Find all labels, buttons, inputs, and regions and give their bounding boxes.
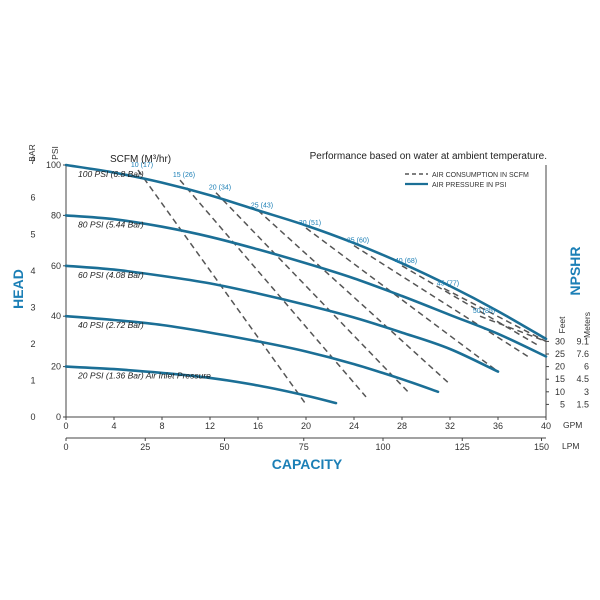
lpm-tick-label: 125 (455, 442, 470, 452)
pressure-curve-label: 20 PSI (1.36 Bar) Air Inlet Pressure (77, 371, 211, 381)
bar-tick-label: 3 (30, 302, 35, 312)
legend-label-air-pressure: AIR PRESSURE IN PSI (432, 182, 506, 189)
chart-title: Performance based on water at ambient te… (310, 151, 547, 162)
bar-unit-label: BAR (27, 144, 37, 161)
pressure-curve (64, 163, 548, 341)
gpm-tick-label: 36 (493, 421, 503, 431)
scfm-header: SCFM (M³/hr) (110, 154, 171, 165)
npshr-feet-tick-label: 25 (555, 349, 565, 359)
npshr-meters-label: Meters (582, 312, 592, 338)
bar-tick-label: 6 (30, 193, 35, 203)
pressure-curve-label: 40 PSI (2.72 Bar) (78, 320, 144, 330)
gpm-tick-label: 8 (159, 421, 164, 431)
npshr-feet-tick-label: 20 (555, 362, 565, 372)
psi-tick-label: 100 (46, 160, 61, 170)
air-consumption-label: 20 (34) (209, 185, 231, 192)
pressure-curve-label: 60 PSI (4.08 Bar) (78, 270, 144, 280)
air-consumption-line (305, 227, 499, 373)
lpm-tick-label: 25 (140, 442, 150, 452)
air-consumption-label: 10 (17) (131, 162, 153, 169)
pressure-curve (64, 264, 500, 373)
psi-unit-label: PSI (50, 146, 60, 160)
gpm-tick-label: 32 (445, 421, 455, 431)
lpm-tick-label: 50 (219, 442, 229, 452)
lpm-tick-label: 0 (63, 442, 68, 452)
air-consumption-line (353, 245, 529, 358)
pressure-curve (64, 214, 548, 358)
plot-frame (63, 164, 549, 441)
legend: AIR CONSUMPTION IN SCFM AIR PRESSURE IN … (405, 172, 529, 189)
bar-tick-label: 7 (30, 156, 35, 166)
bar-tick-label: 1 (30, 375, 35, 385)
lpm-tick-label: 100 (375, 442, 390, 452)
air-consumption-line (257, 209, 451, 385)
npshr-meters-tick-label: 9.1 (576, 336, 589, 346)
lpm-tick-label: 75 (299, 442, 309, 452)
gpm-tick-label: 4 (111, 421, 116, 431)
air-consumption-line (215, 192, 409, 393)
legend-label-air-consumption: AIR CONSUMPTION IN SCFM (432, 172, 529, 179)
npshr-meters-tick-label: 4.5 (576, 374, 589, 384)
npshr-meters-tick-label: 3 (584, 387, 589, 397)
air-consumption-line (179, 179, 367, 398)
bar-tick-label: 0 (30, 412, 35, 422)
npshr-feet-label: Feet (557, 316, 567, 334)
pressure-curve (64, 365, 338, 405)
air-consumption-line (479, 315, 547, 343)
psi-tick-label: 80 (51, 210, 61, 220)
gpm-tick-label: 16 (253, 421, 263, 431)
gpm-tick-label: 20 (301, 421, 311, 431)
npshr-feet-tick-label: 15 (555, 374, 565, 384)
lpm-unit-label: LPM (562, 441, 579, 451)
y2-axis-title: NPSHR (567, 246, 583, 295)
psi-tick-label: 0 (56, 412, 61, 422)
psi-tick-label: 20 (51, 362, 61, 372)
air-consumption-label: 25 (43) (251, 202, 273, 209)
gpm-tick-label: 24 (349, 421, 359, 431)
air-consumption-label: 45 (77) (437, 280, 459, 287)
bar-tick-label: 5 (30, 229, 35, 239)
air-consumption-line (401, 265, 541, 348)
labels-layer: 0 4 8 12 16 20 24 28 32 36 400 25 50 75 100 125 15002040… (30, 156, 589, 452)
npshr-meters-tick-label: 7.6 (576, 349, 589, 359)
pressure-curve (64, 314, 440, 394)
air-consumption-line (443, 287, 547, 343)
air-consumption-label: 35 (60) (347, 238, 369, 245)
pressure-curve-label: 80 PSI (5.44 Bar) (78, 219, 144, 229)
bar-tick-label: 2 (30, 339, 35, 349)
gpm-tick-label: 0 (63, 421, 68, 431)
gpm-unit-label: GPM (563, 420, 582, 430)
x-axis-title: CAPACITY (272, 456, 343, 472)
gpm-tick-label: 12 (205, 421, 215, 431)
gpm-tick-label: 28 (397, 421, 407, 431)
pressure-curve-label: 100 PSI (6.8 Bar) (78, 169, 144, 179)
y-axis-title: HEAD (10, 269, 26, 309)
npshr-meters-tick-label: 6 (584, 362, 589, 372)
air-consumption-label: 15 (26) (173, 172, 195, 179)
npshr-feet-tick-label: 10 (555, 387, 565, 397)
series-layer (64, 163, 548, 405)
bar-tick-label: 4 (30, 266, 35, 276)
lpm-tick-label: 150 (534, 442, 549, 452)
psi-tick-label: 40 (51, 311, 61, 321)
npshr-feet-tick-label: 5 (560, 399, 565, 409)
psi-tick-label: 60 (51, 261, 61, 271)
npshr-meters-tick-label: 1.5 (576, 399, 589, 409)
air-consumption-line (137, 169, 307, 405)
npshr-feet-tick-label: 30 (555, 336, 565, 346)
air-consumption-label: 30 (51) (299, 220, 321, 227)
air-consumption-label: 40 (68) (395, 258, 417, 265)
air-consumption-label: 50 (85) (473, 308, 495, 315)
gpm-tick-label: 40 (541, 421, 551, 431)
